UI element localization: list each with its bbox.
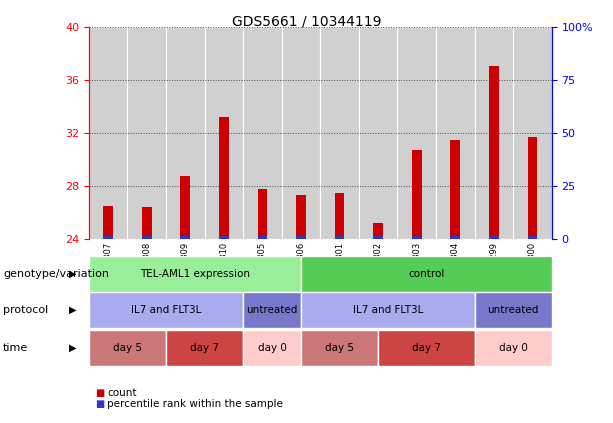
Bar <box>301 292 474 328</box>
Text: day 5: day 5 <box>113 343 142 353</box>
Bar <box>142 207 151 239</box>
Text: percentile rank within the sample: percentile rank within the sample <box>107 399 283 409</box>
Text: time: time <box>3 343 28 353</box>
Bar <box>257 189 267 239</box>
Text: ▶: ▶ <box>69 343 76 353</box>
Bar <box>528 137 537 239</box>
Bar <box>412 236 422 239</box>
Bar <box>321 27 359 239</box>
Bar <box>89 256 301 292</box>
Bar <box>243 330 301 366</box>
Bar <box>89 330 166 366</box>
Bar <box>436 27 474 239</box>
Bar <box>128 27 166 239</box>
Text: GDS5661 / 10344119: GDS5661 / 10344119 <box>232 15 381 29</box>
Text: count: count <box>107 387 137 398</box>
Bar <box>335 236 345 239</box>
Bar <box>243 292 301 328</box>
Bar <box>412 151 422 239</box>
Bar <box>474 292 552 328</box>
Bar <box>451 140 460 239</box>
Text: IL7 and FLT3L: IL7 and FLT3L <box>131 305 201 315</box>
Bar <box>89 292 243 328</box>
Bar <box>180 236 190 239</box>
Bar <box>282 27 321 239</box>
Bar <box>243 27 282 239</box>
Text: untreated: untreated <box>487 305 539 315</box>
Bar <box>489 236 498 239</box>
Text: genotype/variation: genotype/variation <box>3 269 109 279</box>
Bar <box>489 66 498 239</box>
Bar <box>296 236 306 239</box>
Bar <box>451 236 460 239</box>
Bar <box>359 27 397 239</box>
Bar <box>142 236 151 239</box>
Bar <box>219 236 229 239</box>
Text: TEL-AML1 expression: TEL-AML1 expression <box>140 269 250 279</box>
Text: ■: ■ <box>95 399 104 409</box>
Text: day 7: day 7 <box>190 343 219 353</box>
Bar <box>104 236 113 239</box>
Bar <box>528 236 537 239</box>
Text: day 7: day 7 <box>412 343 441 353</box>
Text: ■: ■ <box>95 387 104 398</box>
Bar <box>474 27 513 239</box>
Bar <box>104 206 113 239</box>
Bar <box>301 330 378 366</box>
Bar <box>219 117 229 239</box>
Text: IL7 and FLT3L: IL7 and FLT3L <box>352 305 423 315</box>
Bar <box>301 256 552 292</box>
Bar <box>373 223 383 239</box>
Bar <box>89 27 128 239</box>
Bar <box>378 330 474 366</box>
Bar <box>373 236 383 239</box>
Text: protocol: protocol <box>3 305 48 315</box>
Bar <box>397 27 436 239</box>
Bar <box>513 27 552 239</box>
Text: untreated: untreated <box>246 305 298 315</box>
Text: day 5: day 5 <box>325 343 354 353</box>
Bar <box>296 195 306 239</box>
Bar <box>166 330 243 366</box>
Text: ▶: ▶ <box>69 269 76 279</box>
Bar <box>166 27 205 239</box>
Text: ▶: ▶ <box>69 305 76 315</box>
Text: day 0: day 0 <box>499 343 528 353</box>
Bar <box>335 193 345 239</box>
Text: control: control <box>408 269 444 279</box>
Bar <box>257 236 267 239</box>
Bar <box>180 176 190 239</box>
Bar <box>474 330 552 366</box>
Bar <box>205 27 243 239</box>
Text: day 0: day 0 <box>257 343 286 353</box>
